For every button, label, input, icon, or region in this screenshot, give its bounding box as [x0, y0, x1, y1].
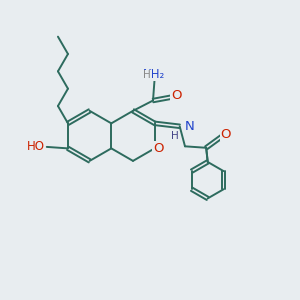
- Text: HO: HO: [26, 140, 44, 153]
- Text: NH₂: NH₂: [143, 68, 166, 80]
- Text: H: H: [143, 70, 151, 80]
- Text: H: H: [171, 131, 178, 141]
- Text: O: O: [221, 128, 231, 141]
- Text: N: N: [184, 120, 194, 133]
- Text: O: O: [171, 89, 181, 102]
- Text: O: O: [153, 142, 164, 155]
